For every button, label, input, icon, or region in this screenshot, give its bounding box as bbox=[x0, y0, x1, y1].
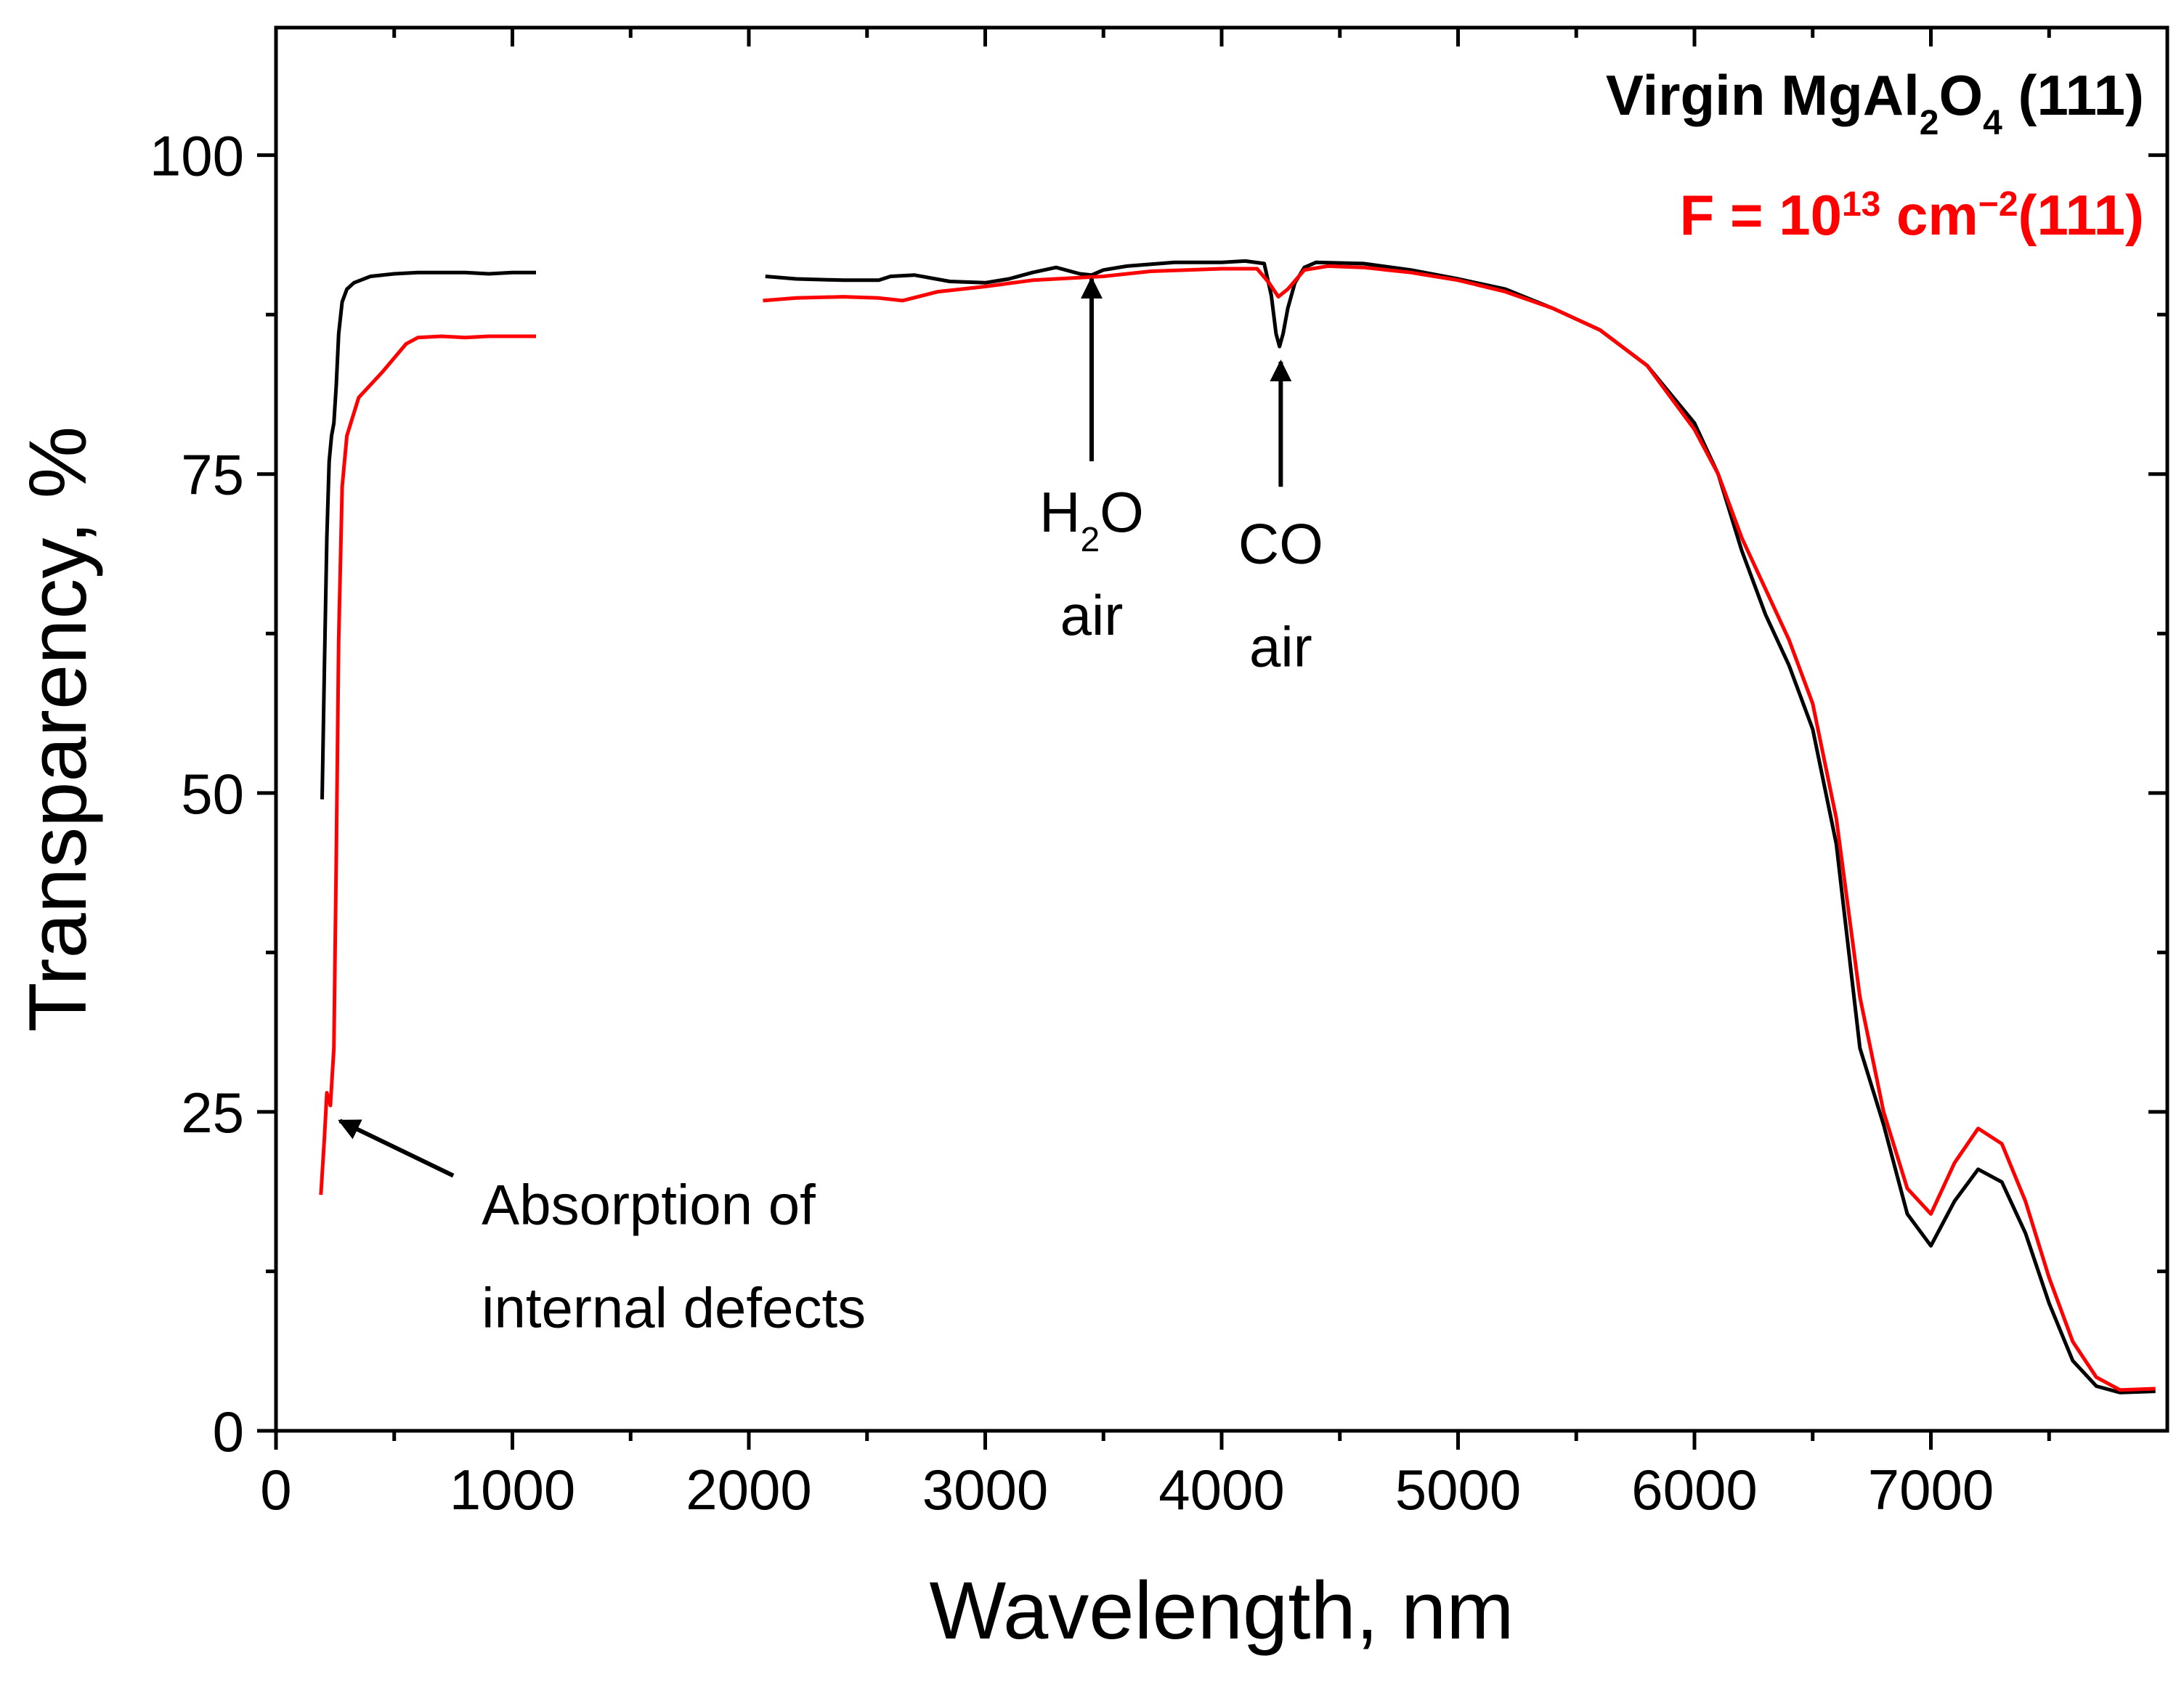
co-label: CO bbox=[1238, 512, 1323, 576]
legend-entry-1: F = 1013 cm−2(111) bbox=[1680, 183, 2144, 247]
y-tick-label: 100 bbox=[150, 124, 244, 188]
h2o-label: H2O bbox=[1039, 480, 1144, 559]
plot-frame bbox=[274, 25, 2169, 1433]
y-axis-title: Transparency, % bbox=[12, 426, 103, 1032]
y-tick-label: 0 bbox=[213, 1400, 244, 1463]
x-tick-label: 3000 bbox=[922, 1458, 1049, 1522]
y-tick-labels: 0 25 50 75 100 bbox=[150, 124, 244, 1463]
defects-arrow bbox=[338, 1118, 455, 1178]
x-tick-label: 4000 bbox=[1158, 1458, 1285, 1522]
y-tick-label: 50 bbox=[181, 762, 244, 826]
x-tick-label: 2000 bbox=[686, 1458, 812, 1522]
co-air-label: air bbox=[1249, 615, 1312, 679]
series-1-line-segment-0 bbox=[319, 334, 536, 1195]
x-tick-label: 5000 bbox=[1395, 1458, 1522, 1522]
series-0-line-segment-1 bbox=[765, 259, 2156, 1394]
x-tick-label: 0 bbox=[260, 1458, 291, 1522]
axis-ticks bbox=[257, 28, 2167, 1450]
legend: Virgin MgAl2O4 (111) F = 1013 cm−2(111) bbox=[1606, 63, 2144, 247]
x-axis-title: Wavelength, nm bbox=[929, 1565, 1514, 1656]
series-layer bbox=[319, 259, 2156, 1394]
x-tick-label: 7000 bbox=[1868, 1458, 1994, 1522]
defects-label-line: Absorption of bbox=[482, 1172, 816, 1236]
h2o-air-label: air bbox=[1060, 583, 1124, 647]
series-1-line-segment-1 bbox=[763, 264, 2156, 1392]
x-tick-labels: 0 1000 2000 3000 4000 5000 6000 7000 bbox=[260, 1458, 1994, 1522]
y-tick-label: 75 bbox=[181, 443, 244, 507]
x-tick-label: 6000 bbox=[1631, 1458, 1758, 1522]
x-tick-label: 1000 bbox=[450, 1458, 576, 1522]
legend-entry-0: Virgin MgAl2O4 (111) bbox=[1606, 63, 2144, 142]
defects-label-line: internal defects bbox=[482, 1275, 866, 1339]
y-tick-label: 25 bbox=[181, 1081, 244, 1145]
series-0-line-segment-0 bbox=[320, 270, 536, 800]
annotation-layer: H2O air CO air Absorption of internal defects bbox=[338, 277, 1323, 1339]
